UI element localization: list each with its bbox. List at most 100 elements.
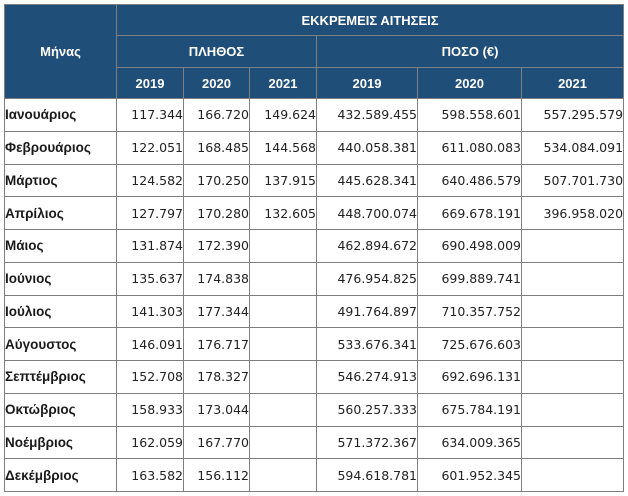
plithos-value-cell — [249, 392, 317, 427]
table-row: Ιούνιος 135.637 174.838 476.954.825 699.889.… — [4, 261, 625, 296]
plithos-value-cell: 168.485 — [183, 130, 250, 165]
poso-value-cell: 507.701.730 — [520, 163, 625, 198]
plithos-value-cell: 177.344 — [183, 294, 250, 329]
plithos-value-cell: 178.327 — [183, 360, 250, 394]
table-row: Απρίλιος 127.797 170.280 132.605 448.700.074… — [4, 196, 625, 230]
poso-value-cell: 598.558.601 — [417, 98, 522, 132]
plithos-value-cell: 166.720 — [183, 98, 250, 132]
poso-value-cell: 611.080.083 — [417, 130, 522, 165]
plithos-value-cell — [249, 327, 317, 361]
poso-value-cell: 533.676.341 — [316, 327, 418, 361]
month-cell: Σεπτέμβριος — [4, 360, 117, 394]
plithos-value-cell: 144.568 — [249, 130, 317, 165]
poso-value-cell: 601.952.345 — [417, 458, 522, 492]
plithos-value-cell: 141.303 — [116, 294, 184, 329]
month-cell: Ιούνιος — [4, 261, 117, 296]
month-cell: Δεκέμβριος — [4, 458, 117, 492]
month-cell: Ιούλιος — [4, 294, 117, 329]
plithos-value-cell: 176.717 — [183, 327, 250, 361]
poso-value-cell: 445.628.341 — [316, 163, 418, 198]
poso-value-cell: 557.295.579 — [520, 98, 625, 132]
plithos-value-cell: 137.915 — [249, 163, 317, 198]
month-cell: Ιανουάριος — [4, 98, 117, 132]
poso-value-cell: 571.372.367 — [316, 425, 418, 460]
poso-value-cell: 675.784.191 — [417, 392, 522, 427]
poso-value-cell: 546.274.913 — [316, 360, 418, 394]
poso-value-cell: 476.954.825 — [316, 261, 418, 296]
table-row: Σεπτέμβριος 152.708 178.327 546.274.913 692.… — [4, 360, 625, 394]
poso-value-cell — [520, 458, 625, 492]
plithos-value-cell: 158.933 — [116, 392, 184, 427]
plithos-value-cell: 170.280 — [183, 196, 250, 230]
table-row: Ιούλιος 141.303 177.344 491.764.897 710.357.… — [4, 294, 625, 329]
poso-value-cell: 560.257.333 — [316, 392, 418, 427]
plithos-value-cell: 170.250 — [183, 163, 250, 198]
plithos-value-cell: 152.708 — [116, 360, 184, 394]
table-row: Οκτώβριος 158.933 173.044 560.257.333 675.78… — [4, 392, 625, 427]
year-header-plithos-1: 2020 — [183, 67, 250, 99]
table-row: Δεκέμβριος 163.582 156.112 594.618.781 601.9… — [4, 458, 625, 492]
table-row: Φεβρουάριος 122.051 168.485 144.568 440.058.… — [4, 130, 625, 165]
table-row: Ιανουάριος 117.344 166.720 149.624 432.589.4… — [4, 98, 625, 132]
poso-value-cell: 396.958.020 — [520, 196, 625, 230]
month-cell: Αύγουστος — [4, 327, 117, 361]
plithos-value-cell: 156.112 — [183, 458, 250, 492]
plithos-value-cell: 149.624 — [249, 98, 317, 132]
poso-value-cell: 448.700.074 — [316, 196, 418, 230]
poso-value-cell: 725.676.603 — [417, 327, 522, 361]
plithos-value-cell: 163.582 — [116, 458, 184, 492]
poso-value-cell — [520, 229, 625, 263]
plithos-value-cell — [249, 294, 317, 329]
month-cell: Νοέμβριος — [4, 425, 117, 460]
month-cell: Απρίλιος — [4, 196, 117, 230]
plithos-value-cell: 132.605 — [249, 196, 317, 230]
poso-value-cell — [520, 425, 625, 460]
year-header-plithos-2: 2021 — [249, 67, 317, 99]
poso-value-cell: 669.678.191 — [417, 196, 522, 230]
poso-value-cell: 594.618.781 — [316, 458, 418, 492]
poso-value-cell — [520, 294, 625, 329]
plithos-value-cell: 124.582 — [116, 163, 184, 198]
plithos-value-cell — [249, 360, 317, 394]
poso-value-cell — [520, 261, 625, 296]
table-title: ΕΚΚΡΕΜΕΙΣ ΑΙΤΗΣΕΙΣ — [115, 4, 625, 36]
poso-value-cell: 699.889.741 — [417, 261, 522, 296]
table-row: Νοέμβριος 162.059 167.770 571.372.367 634.00… — [4, 425, 625, 460]
plithos-value-cell: 162.059 — [116, 425, 184, 460]
table-row: Μάρτιος 124.582 170.250 137.915 445.628.341 6… — [4, 163, 625, 198]
month-cell: Μάρτιος — [4, 163, 117, 198]
plithos-value-cell — [249, 229, 317, 263]
plithos-value-cell — [249, 261, 317, 296]
poso-value-cell: 692.696.131 — [417, 360, 522, 394]
plithos-value-cell — [249, 425, 317, 460]
pending-applications-table: Μήνας ΕΚΚΡΕΜΕΙΣ ΑΙΤΗΣΕΙΣ ΠΛΗΘΟΣ ΠΟΣΟ (€)… — [4, 4, 625, 492]
poso-value-cell — [520, 360, 625, 394]
poso-value-cell: 634.009.365 — [417, 425, 522, 460]
group-header-poso: ΠΟΣΟ (€) — [315, 35, 625, 68]
year-header-poso-2: 2021 — [520, 67, 625, 99]
table-row: Μάιος 131.874 172.390 462.894.672 690.498.00… — [4, 229, 625, 263]
poso-value-cell: 491.764.897 — [316, 294, 418, 329]
plithos-value-cell: 167.770 — [183, 425, 250, 460]
poso-value-cell: 640.486.579 — [417, 163, 522, 198]
month-cell: Οκτώβριος — [4, 392, 117, 427]
plithos-value-cell: 127.797 — [116, 196, 184, 230]
poso-value-cell: 710.357.752 — [417, 294, 522, 329]
plithos-value-cell — [249, 458, 317, 492]
month-cell: Μάιος — [4, 229, 117, 263]
plithos-value-cell: 172.390 — [183, 229, 250, 263]
poso-value-cell: 462.894.672 — [316, 229, 418, 263]
table-row: Αύγουστος 146.091 176.717 533.676.341 725.67… — [4, 327, 625, 361]
month-column-header: Μήνας — [4, 4, 117, 99]
group-header-plithos: ΠΛΗΘΟΣ — [116, 35, 317, 68]
plithos-value-cell: 135.637 — [116, 261, 184, 296]
plithos-value-cell: 173.044 — [183, 392, 250, 427]
month-cell: Φεβρουάριος — [4, 130, 117, 165]
plithos-value-cell: 131.874 — [116, 229, 184, 263]
plithos-value-cell: 117.344 — [116, 98, 184, 132]
year-header-poso-0: 2019 — [316, 67, 418, 99]
poso-value-cell: 690.498.009 — [417, 229, 522, 263]
year-header-plithos-0: 2019 — [116, 67, 184, 99]
plithos-value-cell: 174.838 — [183, 261, 250, 296]
poso-value-cell — [520, 327, 625, 361]
